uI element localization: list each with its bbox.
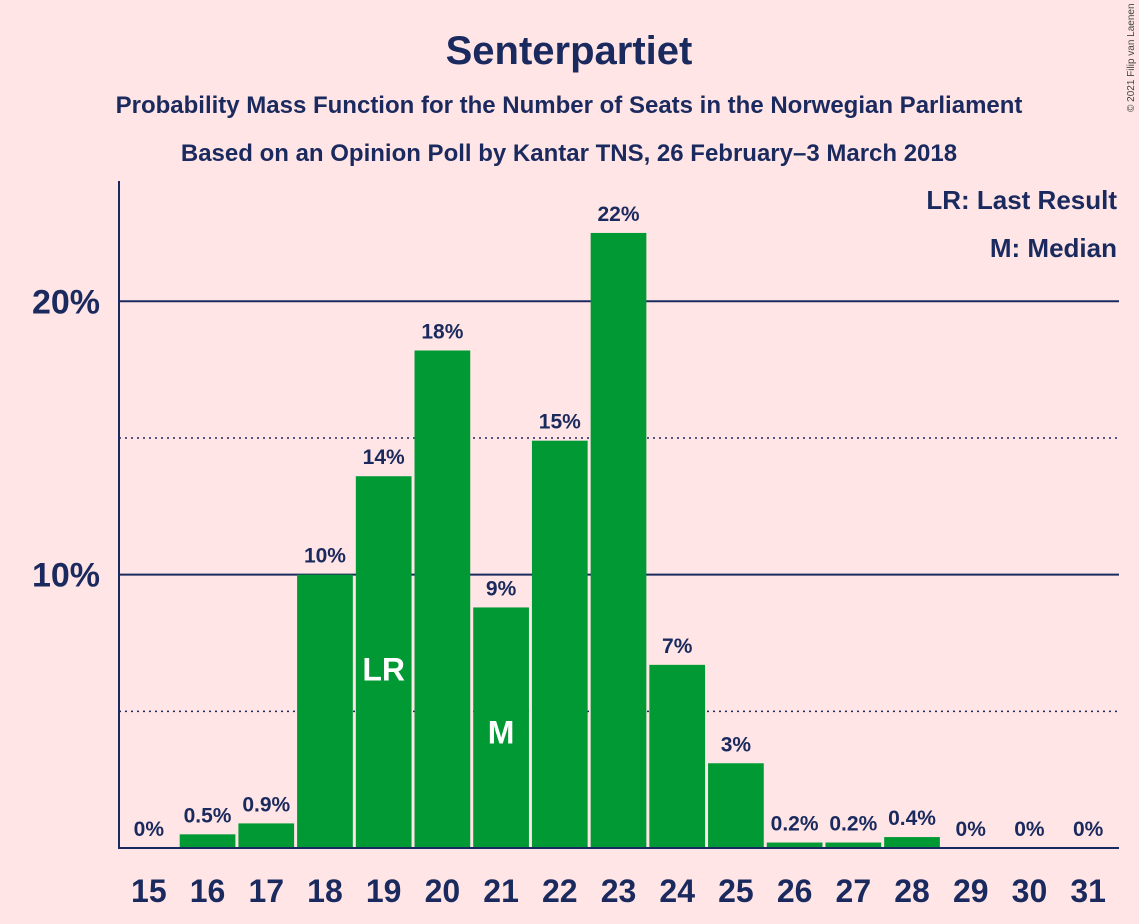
x-tick-21: 21 (483, 873, 519, 909)
x-tick-17: 17 (248, 873, 284, 909)
data-label-20: 18% (421, 320, 463, 343)
x-tick-31: 31 (1070, 873, 1106, 909)
x-tick-25: 25 (718, 873, 754, 909)
copyright-notice: © 2021 Filip van Laenen (1126, 3, 1137, 112)
bar-22 (531, 440, 588, 848)
bar-16 (179, 834, 236, 848)
data-label-30: 0% (1014, 818, 1045, 841)
bar-23 (590, 232, 647, 848)
data-label-31: 0% (1073, 818, 1104, 841)
x-tick-19: 19 (366, 873, 402, 909)
data-label-27: 0.2% (829, 813, 877, 836)
bar-18 (297, 574, 353, 848)
x-tick-27: 27 (836, 873, 872, 909)
data-label-17: 0.9% (242, 793, 290, 816)
x-tick-15: 15 (131, 873, 167, 909)
legend-median: M: Median (990, 233, 1117, 263)
x-tick-24: 24 (659, 873, 695, 909)
data-label-22: 15% (539, 411, 581, 434)
chart-subtitle-1: Probability Mass Function for the Number… (116, 92, 1023, 119)
bar-20 (414, 350, 471, 848)
bar-21 (473, 607, 529, 848)
data-label-21: 9% (486, 577, 517, 600)
chart-subtitle-2: Based on an Opinion Poll by Kantar TNS, … (181, 140, 957, 167)
x-tick-22: 22 (542, 873, 578, 909)
x-tick-20: 20 (425, 873, 461, 909)
bar-25 (708, 763, 764, 848)
marker-m: M (488, 715, 515, 751)
axes: 10% 20% (32, 181, 1119, 849)
data-label-19: 14% (363, 446, 405, 469)
x-tick-26: 26 (777, 873, 813, 909)
data-label-29: 0% (956, 818, 987, 841)
data-labels: 0% 15 0.5% 16 0.9% 17 10% 18 14% 19 LR 18% 20 9% 21 M 15… (131, 203, 1106, 909)
bar-27 (825, 842, 882, 848)
data-label-18: 10% (304, 545, 346, 568)
chart-title: Senterpartiet (446, 29, 693, 73)
data-label-16: 0.5% (184, 804, 232, 827)
data-label-24: 7% (662, 635, 693, 658)
x-tick-18: 18 (307, 873, 343, 909)
bar-19 (355, 476, 412, 848)
legend-last-result: LR: Last Result (926, 185, 1117, 215)
data-label-25: 3% (721, 733, 752, 756)
marker-lr: LR (362, 652, 405, 688)
x-tick-28: 28 (894, 873, 930, 909)
y-tick-20: 20% (32, 283, 100, 321)
x-tick-29: 29 (953, 873, 989, 909)
bar-28 (884, 837, 940, 848)
x-tick-16: 16 (190, 873, 226, 909)
bars (179, 232, 940, 848)
y-tick-10: 10% (32, 557, 100, 595)
data-label-15: 0% (134, 818, 165, 841)
bar-24 (649, 664, 706, 848)
bar-26 (766, 842, 823, 848)
data-label-28: 0.4% (888, 807, 936, 830)
data-label-26: 0.2% (771, 813, 819, 836)
x-tick-30: 30 (1012, 873, 1048, 909)
data-label-23: 22% (597, 203, 639, 226)
bar-17 (238, 823, 295, 848)
x-tick-23: 23 (601, 873, 637, 909)
